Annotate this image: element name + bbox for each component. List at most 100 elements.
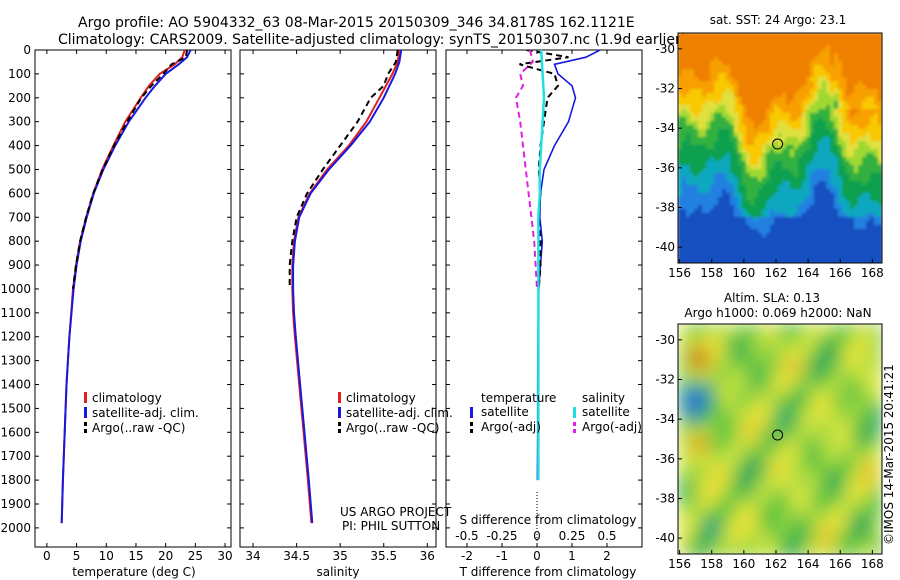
map-cell <box>706 73 711 78</box>
map-cell <box>782 209 787 214</box>
map-cell <box>852 486 859 493</box>
map-cell <box>834 468 841 475</box>
map-cell <box>702 237 707 242</box>
map-cell <box>726 468 733 475</box>
map-cell <box>804 378 811 385</box>
map-cell <box>790 33 795 38</box>
map-cell <box>864 528 871 535</box>
map-cell <box>878 109 882 114</box>
map-cell <box>734 169 739 174</box>
map-cell <box>822 390 829 397</box>
map-cell <box>690 145 695 150</box>
map-cell <box>702 161 707 166</box>
map-cell <box>858 552 865 554</box>
map-cell <box>822 97 827 102</box>
map-cell <box>870 540 877 547</box>
map-cell <box>742 85 747 90</box>
map-cell <box>830 165 835 170</box>
map-ytick-label: -32 <box>655 373 675 387</box>
map-cell <box>862 129 867 134</box>
map-cell <box>814 169 819 174</box>
map-cell <box>822 438 829 445</box>
map-cell <box>870 504 877 511</box>
temperature-xlabel: temperature (deg C) <box>72 565 195 579</box>
map-cell <box>842 253 847 258</box>
map-cell <box>722 97 727 102</box>
map-xtick-label: 168 <box>861 557 884 571</box>
map-cell <box>858 426 865 433</box>
map-cell <box>816 330 823 337</box>
map-cell <box>690 217 695 222</box>
map-cell <box>770 221 775 226</box>
map-cell <box>782 229 787 234</box>
map-cell <box>838 85 843 90</box>
legend-swatch-sal-argo-b <box>573 429 576 433</box>
map-cell <box>870 185 875 190</box>
map-cell <box>834 177 839 182</box>
map-cell <box>822 169 827 174</box>
map-cell <box>750 177 755 182</box>
map-cell <box>786 97 791 102</box>
map-cell <box>850 41 855 46</box>
map-cell <box>826 205 831 210</box>
map-cell <box>706 41 711 46</box>
map-cell <box>714 516 721 523</box>
map-cell <box>814 217 819 222</box>
map-cell <box>778 117 783 122</box>
map-cell <box>714 486 721 493</box>
map-cell <box>834 205 839 210</box>
map-cell <box>726 516 733 523</box>
map-cell <box>814 253 819 258</box>
map-cell <box>714 408 721 415</box>
map-cell <box>814 45 819 50</box>
map-cell <box>742 93 747 98</box>
map-cell <box>852 516 859 523</box>
map-cell <box>758 205 763 210</box>
map-cell <box>816 414 823 421</box>
map-cell <box>758 121 763 126</box>
map-cell <box>762 161 767 166</box>
map-cell <box>802 193 807 198</box>
map-cell <box>858 137 863 142</box>
map-cell <box>846 330 853 337</box>
map-cell <box>818 261 823 263</box>
map-cell <box>852 384 859 391</box>
map-cell <box>846 121 851 126</box>
map-cell <box>778 181 783 186</box>
map-cell <box>862 69 867 74</box>
map-cell <box>802 81 807 86</box>
map-cell <box>862 73 867 78</box>
map-cell <box>720 480 727 487</box>
map-cell <box>722 109 727 114</box>
map-cell <box>732 408 739 415</box>
temperature-legend: climatology satellite-adj. clim. Argo(..… <box>84 391 199 435</box>
map-cell <box>822 161 827 166</box>
map-cell <box>750 41 755 46</box>
map-cell <box>870 245 875 250</box>
map-cell <box>768 474 775 481</box>
map-cell <box>782 125 787 130</box>
argo-location-marker <box>772 138 784 150</box>
map-cell <box>770 201 775 206</box>
map-cell <box>798 354 805 361</box>
map-cell <box>734 61 739 66</box>
map-cell <box>682 113 687 118</box>
map-cell <box>714 528 721 535</box>
map-cell <box>690 378 697 385</box>
map-cell <box>738 61 743 66</box>
map-cell <box>698 53 703 58</box>
map-cell <box>734 85 739 90</box>
map-cell <box>852 504 859 511</box>
map-cell <box>790 209 795 214</box>
map-cell <box>846 173 851 178</box>
map-cell <box>754 77 759 82</box>
map-cell <box>810 492 817 499</box>
map-cell <box>750 324 757 331</box>
map-cell <box>766 165 771 170</box>
map-cell <box>846 249 851 254</box>
map-cell <box>810 540 817 547</box>
map-cell <box>714 93 719 98</box>
map-cell <box>828 336 835 343</box>
map-cell <box>774 384 781 391</box>
map-cell <box>858 197 863 202</box>
